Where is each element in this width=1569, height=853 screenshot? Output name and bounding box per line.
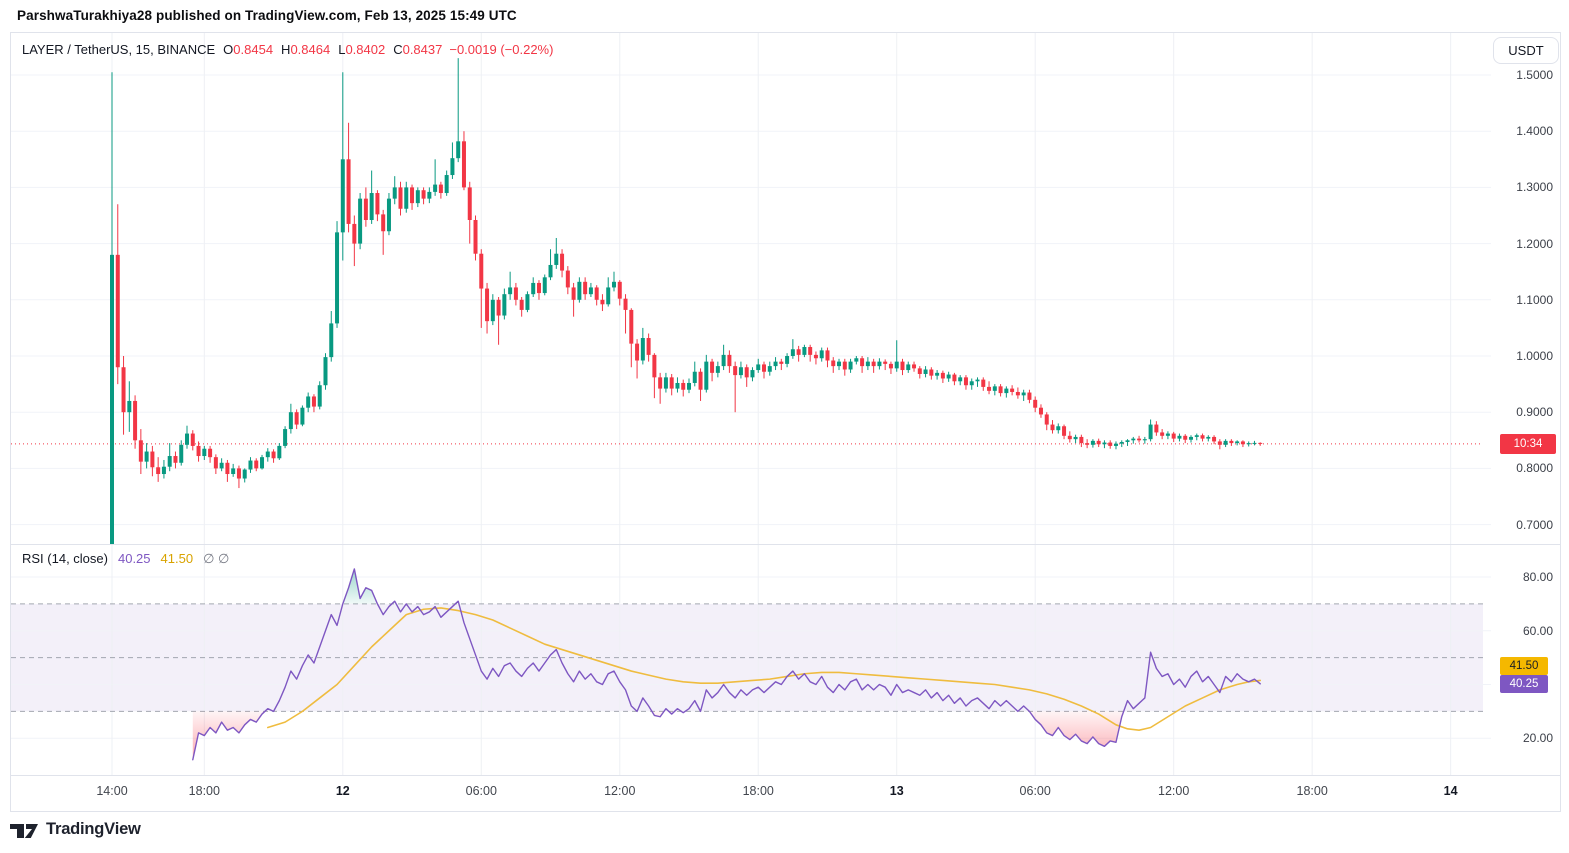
price-tick-label: 1.3000: [1516, 180, 1553, 195]
rsi-value: 40.25: [117, 551, 151, 566]
rsi-value-badge: 40.25: [1500, 674, 1548, 693]
price-tick-label: 1.4000: [1516, 124, 1553, 139]
rsi-title[interactable]: RSI (14, close): [22, 551, 108, 566]
close-value: 0.8437: [402, 42, 443, 57]
time-tick-label: 18:00: [188, 784, 220, 798]
rsi-plot: [192, 568, 1262, 761]
time-tick-label: 18:00: [742, 784, 774, 798]
time-tick-label: 14:00: [96, 784, 128, 798]
time-tick-label: 12:00: [1158, 784, 1190, 798]
time-tick-label: 06:00: [1019, 784, 1051, 798]
rsi-tick-label: 60.00: [1522, 623, 1553, 638]
rsi-tick-label: 80.00: [1522, 570, 1553, 584]
rsi-tick-label: 20.00: [1522, 731, 1553, 746]
chart-widget: LAYER / TetherUS, 15, BINANCE O0.8454 H0.8…: [10, 32, 1561, 812]
change-value: −0.0019 (−0.22%): [449, 42, 554, 57]
low-value: 0.8402: [345, 42, 386, 57]
close-label: C: [393, 42, 403, 57]
last-price-countdown-badge: 10:34: [1500, 433, 1556, 454]
time-tick-label: 12:00: [604, 784, 636, 798]
publish-header: ParshwaTurakhiya28 published on TradingV…: [17, 8, 517, 23]
time-tick-label: 18:00: [1296, 784, 1328, 798]
rsi-ma-value: 41.50: [160, 551, 194, 566]
tradingview-brand-text: TradingView: [46, 820, 141, 838]
rsi-line: [192, 568, 1261, 761]
rsi-ma-badge: 41.50: [1500, 656, 1548, 675]
symbol-title[interactable]: LAYER / TetherUS, 15, BINANCE: [22, 42, 216, 57]
price-tick-label: 1.1000: [1516, 292, 1553, 307]
price-tick-label: 1.5000: [1516, 68, 1553, 82]
time-tick-label: 13: [889, 784, 904, 798]
tradingview-attribution[interactable]: TradingView: [10, 820, 141, 839]
rsi-empty-values: ∅ ∅: [203, 551, 230, 566]
low-label: L: [338, 42, 346, 57]
rsi-ma-line: [266, 607, 1262, 731]
open-label: O: [223, 42, 234, 57]
price-tick-label: 0.9000: [1516, 405, 1553, 420]
high-label: H: [281, 42, 291, 57]
time-tick-label: 06:00: [465, 784, 497, 798]
price-tick-label: 0.7000: [1516, 517, 1553, 532]
tradingview-logo-icon: [10, 824, 38, 838]
open-value: 0.8454: [233, 42, 274, 57]
rsi-legend[interactable]: RSI (14, close) 40.25 41.50 ∅ ∅: [22, 551, 229, 567]
price-legend[interactable]: LAYER / TetherUS, 15, BINANCE O0.8454 H0.8…: [22, 42, 553, 57]
price-tick-label: 1.0000: [1516, 349, 1553, 363]
chart-canvas[interactable]: [11, 33, 1560, 811]
price-tick-label: 1.2000: [1516, 236, 1553, 251]
currency-toggle-button[interactable]: USDT: [1493, 37, 1559, 64]
high-value: 0.8464: [290, 42, 331, 57]
price-tick-label: 0.8000: [1516, 461, 1553, 476]
time-tick-label: 12: [335, 784, 350, 798]
candles: [110, 58, 1263, 544]
time-tick-label: 14: [1443, 784, 1458, 798]
